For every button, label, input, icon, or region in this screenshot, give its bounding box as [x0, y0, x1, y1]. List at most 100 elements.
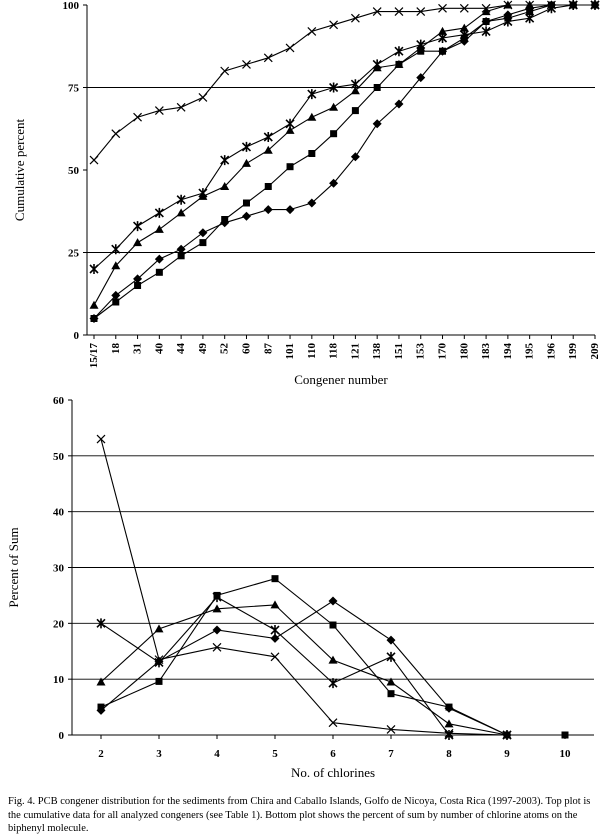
- data-point-diamond: [481, 17, 491, 26]
- y-tick-label: 50: [68, 165, 80, 177]
- x-tick-label: 3: [156, 748, 162, 760]
- data-point-x: [270, 652, 280, 662]
- y-tick-label: 60: [53, 395, 65, 407]
- y-tick-label: 0: [59, 730, 65, 742]
- data-point-triangle: [372, 63, 382, 72]
- figure-caption: Fig. 4. PCB congener distribution for th…: [8, 796, 591, 834]
- x-tick-label: 18: [110, 343, 122, 355]
- data-point-triangle: [307, 112, 317, 121]
- x-tick-label: 60: [240, 343, 252, 355]
- x-tick-label: 9: [504, 748, 510, 760]
- x-tick-label: 49: [197, 343, 209, 355]
- x-tick-label: 195: [524, 343, 536, 360]
- series-triangle: [89, 0, 600, 309]
- data-point-asterisk: [176, 194, 186, 205]
- data-point-triangle: [154, 224, 164, 233]
- series-diamond: [96, 596, 512, 740]
- data-point-triangle: [350, 86, 360, 95]
- data-point-x: [350, 13, 360, 23]
- data-point-x: [438, 3, 447, 13]
- y-axis-title: Percent of Sum: [6, 527, 21, 607]
- data-point-x: [328, 718, 338, 728]
- y-tick-label: 30: [53, 563, 65, 575]
- data-point-diamond: [270, 633, 280, 643]
- x-tick-label: 15/17: [88, 343, 100, 369]
- y-tick-label: 50: [53, 451, 65, 463]
- data-point-diamond: [220, 218, 230, 228]
- data-point-triangle: [270, 600, 280, 609]
- data-point-square: [395, 60, 403, 68]
- data-point-diamond: [212, 625, 222, 635]
- series-x: [96, 434, 512, 740]
- x-tick-label: 7: [388, 748, 394, 760]
- data-point-diamond: [525, 3, 535, 13]
- series-line-x: [93, 4, 595, 161]
- data-point-diamond: [96, 705, 106, 715]
- data-point-square: [330, 130, 338, 138]
- data-point-x: [459, 3, 469, 13]
- series-line-x: [100, 438, 508, 736]
- data-point-diamond: [285, 205, 295, 215]
- data-point-diamond: [154, 656, 164, 666]
- data-point-triangle: [285, 125, 295, 134]
- data-point-asterisk: [263, 132, 273, 142]
- data-point-diamond: [416, 73, 426, 83]
- x-tick-label: 6: [330, 748, 336, 760]
- x-tick-label: 121: [349, 343, 361, 360]
- data-point-diamond: [372, 119, 382, 129]
- data-point-square: [242, 199, 250, 207]
- series-triangle: [96, 600, 512, 739]
- data-point-square: [134, 282, 142, 289]
- data-point-asterisk: [89, 264, 99, 274]
- data-point-triangle: [133, 238, 143, 247]
- data-point-asterisk: [111, 244, 121, 255]
- x-axis-title: Congener number: [294, 372, 388, 387]
- data-point-diamond: [89, 314, 99, 323]
- x-axis-title: No. of chlorines: [291, 765, 375, 780]
- data-point-x: [198, 92, 208, 102]
- x-tick-label: 44: [175, 343, 187, 355]
- data-point-triangle: [263, 145, 273, 154]
- percent-sum-chart: 0 10 20 30 40 50 60 2 3 4 5 6 7 8 9 10 No. of chlorines P…: [6, 395, 594, 780]
- data-point-diamond: [444, 703, 454, 713]
- data-point-asterisk: [220, 155, 230, 166]
- data-point-square: [177, 252, 185, 260]
- data-point-triangle: [220, 182, 230, 190]
- x-tick-label: 8: [446, 748, 452, 760]
- data-point-diamond: [438, 46, 448, 56]
- x-tick-label: 52: [219, 343, 231, 355]
- data-point-diamond: [394, 99, 404, 109]
- series-diamond: [89, 0, 600, 323]
- data-point-diamond: [502, 730, 512, 740]
- data-point-square: [308, 150, 316, 157]
- data-point-x: [372, 7, 382, 17]
- data-point-square: [373, 84, 381, 91]
- data-point-x: [329, 20, 339, 30]
- data-point-x: [89, 155, 99, 165]
- data-point-diamond: [263, 205, 273, 215]
- x-tick-label: 101: [284, 343, 296, 360]
- data-point-triangle: [111, 261, 121, 270]
- data-point-triangle: [459, 23, 469, 32]
- series-line-square: [93, 4, 595, 319]
- y-tick-label: 40: [53, 507, 65, 519]
- data-point-diamond: [386, 635, 396, 645]
- series-line-asterisk: [93, 4, 595, 270]
- data-point-triangle: [212, 604, 222, 613]
- data-point-diamond: [590, 0, 600, 10]
- series-line-triangle: [93, 4, 595, 306]
- data-point-square: [199, 239, 207, 247]
- x-tick-label: 2: [98, 748, 104, 760]
- data-point-triangle: [198, 191, 208, 200]
- data-point-asterisk: [394, 46, 404, 57]
- data-point-diamond: [568, 0, 578, 10]
- data-point-x: [242, 59, 251, 69]
- y-tick-label: 75: [68, 83, 80, 95]
- data-point-square: [112, 298, 120, 306]
- series-x: [89, 0, 600, 165]
- data-point-triangle: [96, 677, 106, 686]
- data-point-x: [416, 7, 426, 17]
- x-tick-label: 4: [214, 748, 220, 760]
- y-tick-label: 25: [68, 248, 80, 260]
